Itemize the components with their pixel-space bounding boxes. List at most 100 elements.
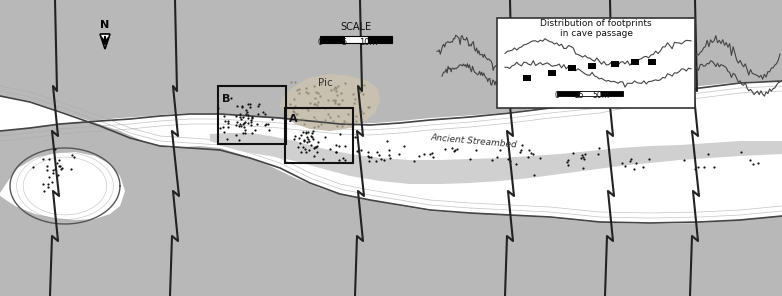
Point [211, 106, 224, 110]
Point [48, 166, 61, 171]
Point [242, 102, 254, 106]
Point [418, 152, 431, 156]
Point [407, 158, 420, 163]
Point [306, 134, 318, 139]
Point [624, 158, 637, 163]
Bar [557, 91, 579, 96]
Point [307, 129, 319, 133]
Point [239, 131, 251, 135]
Point [41, 181, 54, 186]
Point [470, 148, 482, 152]
Point [245, 118, 257, 122]
Point [249, 127, 261, 132]
Point [424, 152, 436, 156]
Point [235, 117, 248, 122]
Text: 25: 25 [574, 91, 584, 100]
Point [214, 126, 227, 130]
Point [242, 116, 254, 120]
Point [593, 146, 605, 151]
Point [333, 157, 346, 162]
Point [237, 115, 249, 120]
Point [288, 136, 300, 141]
Point [464, 156, 476, 161]
Point [310, 145, 322, 150]
Point [256, 110, 269, 115]
Point [246, 115, 258, 120]
Point [252, 112, 264, 117]
Point [246, 115, 258, 120]
Point [235, 104, 248, 109]
Point [246, 119, 258, 124]
Point [702, 152, 715, 156]
Text: Pic: Pic [318, 78, 333, 88]
Bar [218, 86, 286, 144]
Point [235, 123, 247, 128]
Point [297, 145, 310, 149]
Point [382, 153, 395, 157]
Point [449, 147, 461, 152]
Point [300, 130, 312, 134]
Point [300, 135, 313, 139]
Point [64, 167, 77, 172]
Point [251, 122, 264, 126]
Point [53, 164, 66, 168]
Text: 50m: 50m [593, 91, 609, 100]
Point [339, 158, 351, 163]
Point [295, 149, 307, 154]
Point [262, 122, 274, 126]
Polygon shape [0, 152, 125, 220]
Point [55, 166, 67, 171]
Point [375, 157, 388, 162]
Point [310, 144, 323, 149]
Point [41, 164, 53, 169]
Point [294, 141, 307, 145]
Point [329, 150, 342, 155]
Point [525, 151, 537, 155]
Point [504, 159, 516, 163]
Point [630, 160, 643, 165]
Point [52, 157, 65, 162]
Point [579, 151, 591, 156]
Point [259, 112, 271, 117]
Point [311, 139, 324, 144]
Point [241, 110, 253, 115]
Point [266, 117, 278, 122]
Point [47, 170, 59, 175]
Point [333, 144, 346, 148]
Text: SCALE: SCALE [340, 22, 371, 32]
Point [398, 144, 411, 149]
Point [334, 132, 346, 137]
Bar [548, 70, 556, 76]
Point [370, 159, 382, 163]
Point [425, 151, 438, 156]
Point [240, 111, 253, 116]
Point [305, 134, 317, 139]
Point [304, 142, 317, 147]
Text: N: N [100, 20, 109, 30]
Point [450, 147, 463, 152]
Point [292, 145, 304, 150]
Point [46, 168, 59, 172]
Point [752, 160, 764, 165]
Point [41, 168, 54, 172]
Point [237, 131, 249, 136]
Point [218, 114, 231, 118]
Point [578, 157, 590, 161]
Point [628, 166, 640, 171]
Point [54, 164, 66, 168]
Text: 5: 5 [342, 38, 346, 47]
Point [352, 149, 364, 153]
Point [242, 113, 254, 118]
Point [236, 104, 249, 108]
Point [364, 155, 377, 160]
Point [306, 131, 318, 136]
Point [522, 148, 535, 152]
Point [45, 180, 58, 184]
Point [234, 115, 246, 119]
Point [378, 157, 390, 162]
Point [243, 104, 256, 109]
Point [242, 120, 255, 125]
Point [217, 129, 230, 134]
Point [230, 113, 242, 118]
Point [37, 157, 49, 162]
